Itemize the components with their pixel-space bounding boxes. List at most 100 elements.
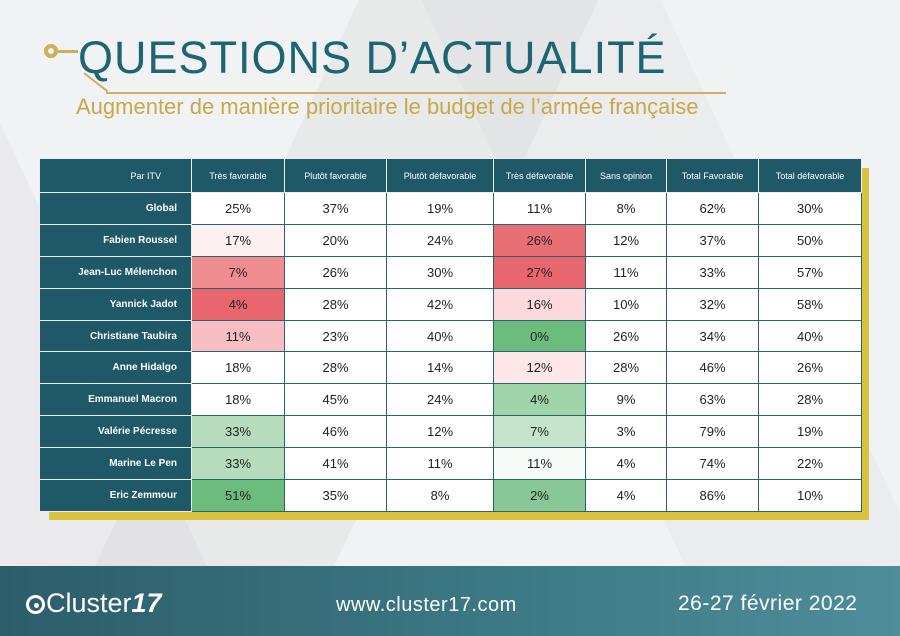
table-cell: 45% <box>284 383 387 417</box>
table-cell: 33% <box>191 415 285 449</box>
table-row: Christiane Taubira 11% 23% 40% 0% 26% 34% 40% <box>39 319 862 353</box>
table-cell: 23% <box>284 319 387 353</box>
row-label: Marine Le Pen <box>39 447 192 481</box>
column-header: Très défavorable <box>493 158 586 193</box>
page-title: QUESTIONS D’ACTUALITÉ <box>78 32 667 83</box>
logo-circle-icon <box>26 595 45 614</box>
table-cell: 10% <box>585 287 667 321</box>
cluster17-logo: Cluster17 <box>26 588 162 619</box>
footer: Cluster17 www.cluster17.com 26-27 févrie… <box>0 566 900 636</box>
table-cell: 34% <box>666 319 759 353</box>
column-header: Plutôt favorable <box>284 158 387 193</box>
row-label: Fabien Roussel <box>39 223 192 257</box>
table-cell: 8% <box>386 479 494 512</box>
table-cell: 32% <box>666 287 759 321</box>
table-cell: 9% <box>585 383 667 417</box>
table-row: Anne Hidalgo 18% 28% 14% 12% 28% 46% 26% <box>39 351 862 385</box>
row-label: Valérie Pécresse <box>39 415 192 449</box>
table-cell: 28% <box>284 287 387 321</box>
table-cell: 62% <box>666 192 759 225</box>
table-row: Global 25% 37% 19% 11% 8% 62% 30% <box>39 192 862 225</box>
table-body: Global 25% 37% 19% 11% 8% 62% 30% Fabien Roussel… <box>39 192 862 512</box>
table-cell: 25% <box>191 192 285 225</box>
table-cell: 41% <box>284 447 387 481</box>
table-cell: 26% <box>758 351 862 385</box>
table-cell: 24% <box>386 383 494 417</box>
page-subtitle: Augmenter de manière prioritaire le budg… <box>76 94 699 119</box>
table-cell: 58% <box>758 287 862 321</box>
table-cell: 30% <box>758 192 862 225</box>
table-cell: 18% <box>191 351 285 385</box>
table-cell: 12% <box>493 351 586 385</box>
table-cell: 7% <box>493 415 586 449</box>
table-header-row: Par ITV Très favorable Plutôt favorable … <box>39 158 862 193</box>
table-cell: 14% <box>386 351 494 385</box>
table-cell: 0% <box>493 319 586 353</box>
table-cell: 26% <box>284 255 387 289</box>
row-label: Anne Hidalgo <box>39 351 192 385</box>
title-block: QUESTIONS D’ACTUALITÉ Augmenter de maniè… <box>44 28 764 126</box>
table-cell: 12% <box>386 415 494 449</box>
survey-date: 26-27 février 2022 <box>678 592 858 615</box>
table-row: Eric Zemmour 51% 35% 8% 2% 4% 86% 10% <box>39 479 862 512</box>
table-cell: 8% <box>585 192 667 225</box>
table-cell: 28% <box>284 351 387 385</box>
table-cell: 4% <box>191 287 285 321</box>
table-cell: 79% <box>666 415 759 449</box>
table-cell: 11% <box>493 192 586 225</box>
row-label: Christiane Taubira <box>39 319 192 353</box>
table-row: Emmanuel Macron 18% 45% 24% 4% 9% 63% 28% <box>39 383 862 417</box>
table-row: Marine Le Pen 33% 41% 11% 11% 4% 74% 22% <box>39 447 862 481</box>
title-ring-icon <box>44 44 58 58</box>
table-cell: 26% <box>585 319 667 353</box>
table-cell: 63% <box>666 383 759 417</box>
table-cell: 42% <box>386 287 494 321</box>
table-cell: 2% <box>493 479 586 512</box>
table-cell: 7% <box>191 255 285 289</box>
table-cell: 50% <box>758 223 862 257</box>
table-cell: 86% <box>666 479 759 512</box>
table-cell: 19% <box>758 415 862 449</box>
column-header: Par ITV <box>39 158 192 193</box>
row-label: Jean-Luc Mélenchon <box>39 255 192 289</box>
table-cell: 11% <box>493 447 586 481</box>
results-table: Par ITV Très favorable Plutôt favorable … <box>39 158 862 512</box>
table-cell: 33% <box>666 255 759 289</box>
column-header: Plutôt défavorable <box>386 158 494 193</box>
table-cell: 40% <box>386 319 494 353</box>
table-cell: 37% <box>284 192 387 225</box>
table-cell: 24% <box>386 223 494 257</box>
table-cell: 74% <box>666 447 759 481</box>
title-accent-line <box>58 50 78 53</box>
website-link[interactable]: www.cluster17.com <box>336 594 517 616</box>
table-cell: 35% <box>284 479 387 512</box>
table-cell: 33% <box>191 447 285 481</box>
table-cell: 40% <box>758 319 862 353</box>
table-cell: 12% <box>585 223 667 257</box>
column-header: Total Favorable <box>666 158 759 193</box>
table-cell: 11% <box>191 319 285 353</box>
column-header: Total défavorable <box>758 158 862 193</box>
table-row: Jean-Luc Mélenchon 7% 26% 30% 27% 11% 33% 57% <box>39 255 862 289</box>
table-cell: 20% <box>284 223 387 257</box>
table-cell: 10% <box>758 479 862 512</box>
row-label: Emmanuel Macron <box>39 383 192 417</box>
row-label: Eric Zemmour <box>39 479 192 512</box>
table-cell: 3% <box>585 415 667 449</box>
row-label: Global <box>39 192 192 225</box>
table-cell: 46% <box>284 415 387 449</box>
table-cell: 17% <box>191 223 285 257</box>
table-row: Yannick Jadot 4% 28% 42% 16% 10% 32% 58% <box>39 287 862 321</box>
table-cell: 16% <box>493 287 586 321</box>
column-header: Très favorable <box>191 158 285 193</box>
table-row: Fabien Roussel 17% 20% 24% 26% 12% 37% 50% <box>39 223 862 257</box>
table-cell: 18% <box>191 383 285 417</box>
column-header: Sans opinion <box>585 158 667 193</box>
table-cell: 51% <box>191 479 285 512</box>
table-row: Valérie Pécresse 33% 46% 12% 7% 3% 79% 19% <box>39 415 862 449</box>
table-cell: 11% <box>386 447 494 481</box>
table-cell: 4% <box>493 383 586 417</box>
table-cell: 28% <box>585 351 667 385</box>
logo-number: 17 <box>131 588 162 618</box>
logo-text: Cluster <box>46 588 132 618</box>
